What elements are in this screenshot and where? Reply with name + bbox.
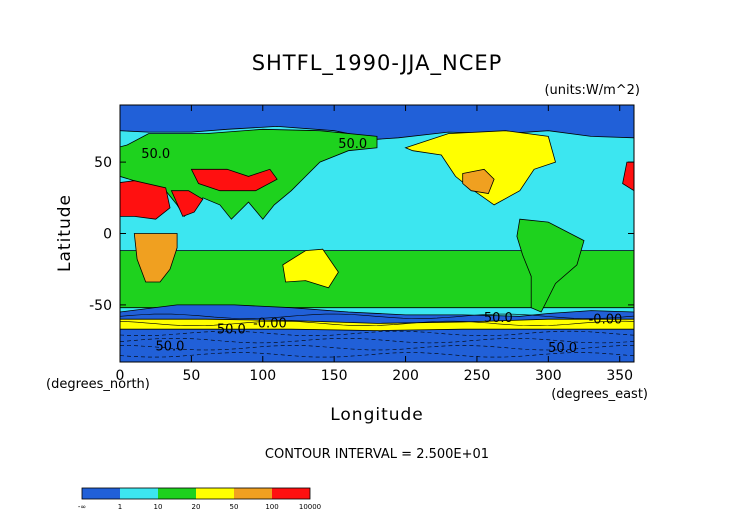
colorbar-swatch: [196, 488, 234, 499]
colorbar-swatch: [120, 488, 158, 499]
x-tick-label: 250: [464, 368, 491, 384]
colorbar-swatch: [82, 488, 120, 499]
chart-title: SHTFL_1990-JJA_NCEP: [252, 51, 503, 76]
region-southwest-us: [462, 168, 495, 194]
colorbar-tick-label: 20: [192, 503, 201, 511]
x-tick-label: 50: [182, 368, 200, 384]
x-unit-label: (degrees_east): [551, 387, 648, 402]
colorbar-tick-label: 50: [230, 503, 239, 511]
contour-labels: 50.0 50.0 50.0 50.0 -0.00 -0.00 50.0 50.0: [141, 137, 622, 356]
contour-line: [120, 352, 634, 358]
contour-line: [120, 320, 634, 326]
region-southern-africa: [133, 233, 178, 283]
region-central-asia: [190, 168, 278, 192]
y-axis-ticks: -50 0 50: [89, 155, 634, 314]
colorbar-swatch: [234, 488, 272, 499]
contour-label: 50.0: [217, 322, 246, 337]
contour-label: -0.00: [589, 312, 623, 327]
y-unit-label: (degrees_north): [46, 377, 150, 392]
contour-line: [120, 330, 634, 336]
colorbar-swatch: [272, 488, 310, 499]
y-tick-label: -50: [89, 298, 112, 314]
colorbar-tick-label: 1: [118, 503, 122, 511]
colorbar-frame: [81, 487, 311, 500]
region-australia: [282, 248, 339, 289]
y-axis-label: Latitude: [55, 194, 75, 272]
colorbar-tick-label: 100: [265, 503, 278, 511]
x-axis-ticks: 0 50 100 150 200 250 300 350: [116, 105, 633, 384]
region-arabia: [170, 190, 204, 217]
region-north-america: [404, 130, 556, 206]
colorbar-tick-label: 10000: [299, 503, 321, 511]
contour-label: -0.00: [253, 317, 287, 332]
region-south-america: [516, 218, 585, 313]
contour-interval-text: CONTOUR INTERVAL = 2.500E+01: [265, 447, 489, 462]
plot-area: 50.0 50.0 50.0 50.0 -0.00 -0.00 50.0 50.0: [120, 105, 634, 362]
units-label: (units:W/m^2): [544, 83, 640, 98]
contour-line: [120, 345, 634, 351]
contour-line: [120, 337, 634, 344]
x-tick-label: 100: [249, 368, 276, 384]
x-tick-label: 0: [116, 368, 125, 384]
contour-lines: [120, 313, 634, 358]
colorbar-swatch: [158, 488, 196, 499]
colorbar: -∞ 1 10 20 50 100 10000: [78, 487, 321, 511]
contour-line: [120, 313, 634, 319]
x-tick-label: 350: [606, 368, 633, 384]
contour-label: 50.0: [484, 311, 513, 326]
contour-label: 50.0: [338, 137, 367, 152]
x-axis-label: Longitude: [330, 405, 424, 425]
field-map: [120, 105, 634, 362]
colorbar-tick-label: -∞: [78, 503, 86, 511]
x-tick-label: 150: [321, 368, 348, 384]
region-antarctica-belt: [120, 318, 634, 332]
x-tick-label: 200: [392, 368, 419, 384]
contour-label: 50.0: [141, 147, 170, 162]
y-tick-label: 50: [94, 155, 112, 171]
contour-label: 50.0: [155, 340, 184, 355]
y-tick-label: 0: [103, 227, 112, 243]
colorbar-tick-label: 10: [154, 503, 163, 511]
region-southern-subtropical-band: [120, 250, 634, 309]
region-sahara: [120, 180, 171, 220]
x-tick-label: 300: [535, 368, 562, 384]
contour-label: 50.0: [548, 341, 577, 356]
